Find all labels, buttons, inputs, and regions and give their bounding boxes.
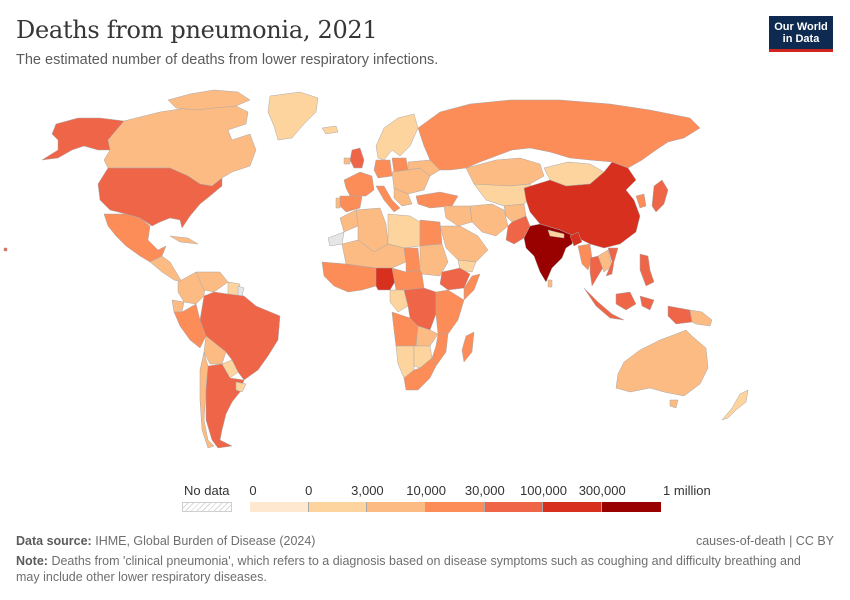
country-libya[interactable] <box>387 213 421 249</box>
country-new-zealand[interactable] <box>721 389 749 421</box>
country-greenland[interactable] <box>267 91 319 141</box>
country-balkans[interactable] <box>393 187 413 207</box>
owid-logo[interactable]: Our World in Data <box>769 16 833 52</box>
country-france[interactable] <box>343 171 375 197</box>
country-gabon-congo[interactable] <box>389 289 409 313</box>
country-venezuela[interactable] <box>195 271 229 293</box>
country-usa[interactable] <box>97 167 223 229</box>
country-somalia[interactable] <box>463 273 481 301</box>
country-norway-sweden-finland[interactable] <box>375 113 419 161</box>
logo-line-2: in Data <box>782 33 820 45</box>
legend-bin-3[interactable] <box>426 502 485 512</box>
country-ireland[interactable] <box>343 157 351 165</box>
legend-bin-4[interactable] <box>484 502 544 512</box>
country-west-africa[interactable] <box>321 261 377 293</box>
country-russia[interactable] <box>417 99 701 171</box>
country-western-sahara[interactable] <box>327 231 345 247</box>
country-tasmania[interactable] <box>669 399 679 409</box>
logo-line-1: Our World <box>774 21 828 33</box>
country-japan[interactable] <box>651 179 669 213</box>
country-iran[interactable] <box>469 203 509 237</box>
legend-bin-0[interactable] <box>250 502 309 512</box>
country-egypt[interactable] <box>419 219 443 247</box>
legend-no-data-swatch[interactable] <box>182 502 232 512</box>
country-philippines[interactable] <box>639 253 655 287</box>
note: Note: Deaths from 'clinical pneumonia', … <box>16 553 806 585</box>
legend-bin-6[interactable] <box>602 502 661 512</box>
country-sudan[interactable] <box>419 243 449 277</box>
country-zambia[interactable] <box>415 325 439 347</box>
legend-bin-1[interactable] <box>308 502 368 512</box>
country-nepal[interactable] <box>547 229 565 239</box>
color-legend: No data 0 0 3,000 10,000 30,000 100,000 300,00… <box>0 480 850 520</box>
license-text[interactable]: causes-of-death | CC BY <box>695 534 834 548</box>
country-canada-arctic-islands[interactable] <box>167 89 251 111</box>
country-french-guiana[interactable] <box>237 285 245 297</box>
legend-bins <box>250 502 661 512</box>
country-uruguay[interactable] <box>235 381 247 393</box>
country-iraq-syria[interactable] <box>443 205 473 227</box>
country-germany[interactable] <box>373 159 393 179</box>
country-saudi-arabia[interactable] <box>439 225 489 263</box>
note-label: Note: <box>16 554 48 568</box>
legend-no-data-label: No data <box>184 483 230 498</box>
country-vietnam[interactable] <box>605 247 619 277</box>
data-source-link[interactable]: IHME, Global Burden of Disease (2024) <box>95 534 316 548</box>
country-india[interactable] <box>523 223 575 283</box>
country-south-africa[interactable] <box>403 357 437 391</box>
country-bangladesh[interactable] <box>569 231 583 247</box>
world-map[interactable] <box>0 85 850 465</box>
legend-tick-label: 10,000 <box>406 483 446 498</box>
country-central-america[interactable] <box>149 255 183 283</box>
chart-title: Deaths from pneumonia, 2021 <box>16 16 378 44</box>
legend-tick-label: 3,000 <box>351 483 384 498</box>
country-australia[interactable] <box>615 329 709 397</box>
country-alaska[interactable] <box>41 117 125 161</box>
legend-tick-label: 30,000 <box>464 483 505 498</box>
country-hawaii[interactable] <box>3 247 8 252</box>
country-sri-lanka[interactable] <box>547 279 553 288</box>
country-canada[interactable] <box>103 103 257 187</box>
chart-subtitle: The estimated number of deaths from lowe… <box>16 52 439 68</box>
country-portugal[interactable] <box>335 197 341 209</box>
country-madagascar[interactable] <box>461 331 475 363</box>
legend-tick-label: 0 <box>305 483 313 498</box>
legend-tick-label: 100,000 <box>520 483 567 498</box>
country-italy[interactable] <box>375 185 401 213</box>
country-korea[interactable] <box>635 193 647 209</box>
country-indonesia[interactable] <box>583 287 693 325</box>
legend-bin-5[interactable] <box>543 502 603 512</box>
legend-tick-label: 300,000 <box>578 483 626 498</box>
country-argentina[interactable] <box>205 363 245 449</box>
country-yemen[interactable] <box>457 259 477 273</box>
note-text: Deaths from 'clinical pneumonia', which … <box>16 554 801 584</box>
legend-tick-label: 1 million <box>663 483 711 498</box>
country-mexico[interactable] <box>103 213 167 263</box>
country-chad[interactable] <box>403 247 421 273</box>
country-poland[interactable] <box>391 157 409 173</box>
country-east-africa[interactable] <box>435 289 465 335</box>
legend-tick-label: 0 <box>249 483 257 498</box>
country-ecuador[interactable] <box>171 299 185 313</box>
country-iceland[interactable] <box>321 125 339 135</box>
legend-bin-2[interactable] <box>367 502 427 512</box>
country-uk[interactable] <box>349 147 365 169</box>
country-papua-new-guinea[interactable] <box>689 309 713 327</box>
country-cuba[interactable] <box>169 235 199 245</box>
data-source-label: Data source: <box>16 534 92 548</box>
data-source: Data source: IHME, Global Burden of Dise… <box>16 533 315 549</box>
country-turkey[interactable] <box>415 191 459 209</box>
